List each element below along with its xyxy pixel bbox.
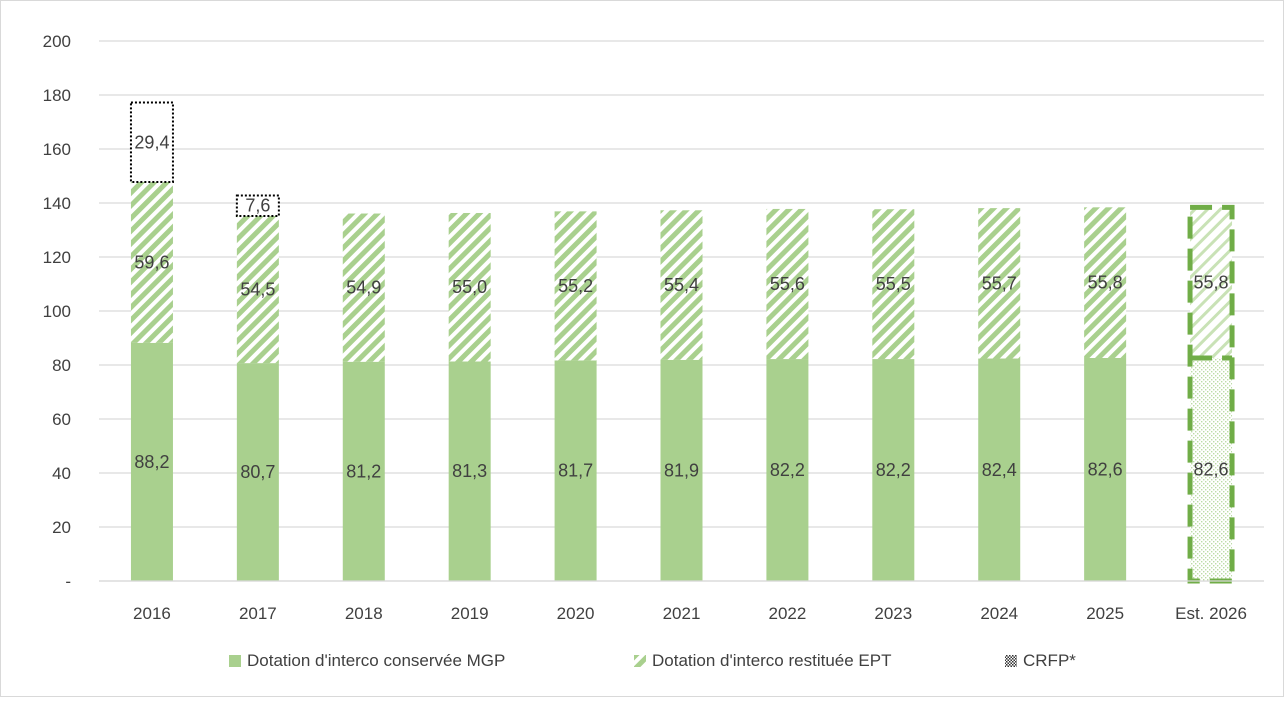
y-tick-label: 140 bbox=[43, 194, 71, 213]
data-label-ept: 55,5 bbox=[876, 274, 911, 294]
legend-label: Dotation d'interco restituée EPT bbox=[652, 651, 891, 670]
bar-mgp bbox=[978, 358, 1021, 581]
legend-swatch bbox=[1005, 655, 1017, 667]
bar-ept bbox=[1190, 207, 1233, 358]
x-tick-label: 2020 bbox=[557, 604, 595, 623]
bar-mgp bbox=[448, 361, 491, 581]
bar-mgp bbox=[554, 360, 597, 581]
x-tick-label: 2017 bbox=[239, 604, 277, 623]
data-label-ept: 55,8 bbox=[1088, 273, 1123, 293]
data-label-ept: 55,8 bbox=[1194, 273, 1229, 293]
bar-mgp bbox=[872, 359, 915, 581]
y-tick-label: 20 bbox=[52, 518, 71, 537]
data-label-ept: 55,2 bbox=[558, 276, 593, 296]
y-tick-label: 180 bbox=[43, 86, 71, 105]
x-tick-label: 2018 bbox=[345, 604, 383, 623]
data-label-mgp: 82,6 bbox=[1088, 459, 1123, 479]
data-label-ept: 55,0 bbox=[452, 277, 487, 297]
bar-crfp bbox=[235, 194, 280, 217]
y-tick-label: 60 bbox=[52, 410, 71, 429]
bar-mgp bbox=[130, 342, 173, 581]
bar-mgp bbox=[766, 359, 809, 581]
bar-mgp bbox=[660, 359, 703, 581]
bar-mgp bbox=[236, 363, 279, 581]
x-tick-label: 2025 bbox=[1086, 604, 1124, 623]
legend-swatch bbox=[229, 655, 241, 667]
x-tick-label: 2016 bbox=[133, 604, 171, 623]
bar-mgp bbox=[1084, 357, 1127, 581]
data-label-mgp: 81,9 bbox=[664, 460, 699, 480]
data-label-crfp: 7,6 bbox=[245, 196, 270, 216]
bars: 29,4 88,2 59,6 7,6 80,7 54,5 81,2 54,9 81,3 55,0 8… bbox=[129, 101, 1235, 584]
data-label-mgp: 81,7 bbox=[558, 461, 593, 481]
bar-ept bbox=[1084, 207, 1127, 358]
y-tick-label: - bbox=[65, 572, 71, 591]
y-tick-label: 80 bbox=[52, 356, 71, 375]
x-axis: 2016 2017 2018 2019 2020 2021 2022 2023 2024 2025… bbox=[99, 580, 1264, 623]
x-tick-label: 2023 bbox=[874, 604, 912, 623]
y-axis: - 20 40 60 80 100 120 140 160 180 200 bbox=[43, 32, 71, 591]
data-label-mgp: 81,2 bbox=[346, 461, 381, 481]
bar-crfp bbox=[129, 101, 174, 183]
legend-swatch bbox=[634, 655, 646, 667]
x-tick-label: 2019 bbox=[451, 604, 489, 623]
y-tick-label: 100 bbox=[43, 302, 71, 321]
y-tick-label: 120 bbox=[43, 248, 71, 267]
bar-mgp bbox=[342, 361, 385, 581]
bar-ept bbox=[130, 181, 173, 343]
data-label-mgp: 81,3 bbox=[452, 461, 487, 481]
data-label-ept: 55,7 bbox=[982, 273, 1017, 293]
data-label-ept: 55,6 bbox=[770, 274, 805, 294]
y-tick-label: 160 bbox=[43, 140, 71, 159]
bar-ept bbox=[978, 208, 1021, 359]
data-label-ept: 54,9 bbox=[346, 278, 381, 298]
data-label-mgp: 82,2 bbox=[770, 460, 805, 480]
bar-ept bbox=[660, 210, 703, 360]
x-tick-label: 2024 bbox=[980, 604, 1018, 623]
x-tick-label: 2021 bbox=[663, 604, 701, 623]
y-tick-label: 200 bbox=[43, 32, 71, 51]
bar-mgp bbox=[1190, 357, 1233, 581]
legend: Dotation d'interco conservée MGP Dotation… bbox=[229, 651, 1076, 670]
y-tick-label: 40 bbox=[52, 464, 71, 483]
data-label-ept: 55,4 bbox=[664, 275, 699, 295]
bar-ept bbox=[872, 209, 915, 360]
data-label-mgp: 82,4 bbox=[982, 460, 1017, 480]
bar-ept bbox=[448, 212, 491, 362]
bar-ept bbox=[236, 215, 279, 364]
data-label-crfp: 29,4 bbox=[134, 132, 169, 152]
data-label-mgp: 88,2 bbox=[134, 452, 169, 472]
legend-label: CRFP* bbox=[1023, 651, 1076, 670]
bar-ept bbox=[554, 211, 597, 361]
bar-ept bbox=[766, 208, 809, 360]
bar-ept bbox=[342, 213, 385, 362]
data-label-mgp: 82,6 bbox=[1194, 459, 1229, 479]
data-label-mgp: 82,2 bbox=[876, 460, 911, 480]
legend-label: Dotation d'interco conservée MGP bbox=[247, 651, 505, 670]
x-tick-label: Est. 2026 bbox=[1175, 604, 1247, 623]
data-label-mgp: 80,7 bbox=[240, 462, 275, 482]
data-label-ept: 59,6 bbox=[134, 252, 169, 272]
x-tick-label: 2022 bbox=[768, 604, 806, 623]
data-label-ept: 54,5 bbox=[240, 280, 275, 300]
